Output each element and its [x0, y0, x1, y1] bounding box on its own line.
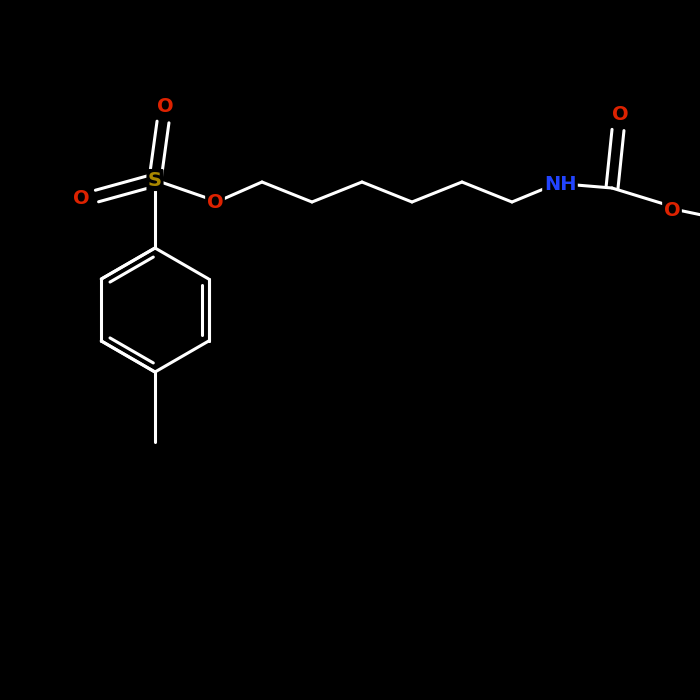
- Text: S: S: [148, 171, 162, 190]
- Text: O: O: [73, 188, 90, 207]
- Text: O: O: [612, 104, 629, 123]
- Text: O: O: [157, 97, 174, 116]
- Text: NH: NH: [544, 174, 576, 193]
- Text: O: O: [664, 200, 680, 220]
- Text: O: O: [206, 193, 223, 211]
